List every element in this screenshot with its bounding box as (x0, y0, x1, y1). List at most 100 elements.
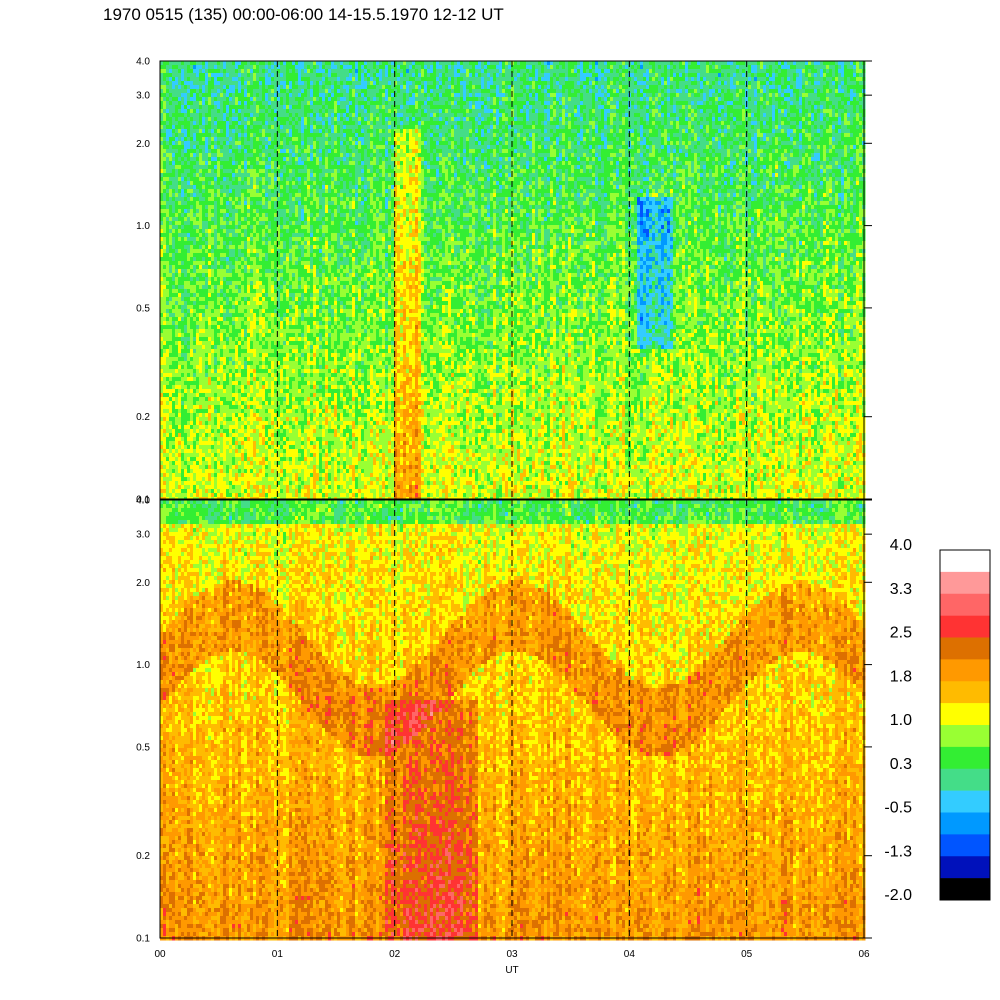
spectrogram-cell (184, 401, 188, 406)
spectrogram-cell (235, 193, 239, 198)
spectrogram-cell (244, 337, 248, 342)
spectrogram-cell (160, 293, 164, 298)
spectrogram-cell (205, 185, 209, 190)
spectrogram-cell (160, 117, 164, 122)
spectrogram-cell (223, 93, 227, 98)
spectrogram-cell (187, 105, 191, 110)
spectrogram-cell (205, 133, 209, 138)
spectrogram-cell (214, 173, 218, 178)
spectrogram-cell (244, 113, 248, 118)
spectrogram-cell (211, 85, 215, 90)
spectrogram-cell (166, 489, 170, 494)
spectrogram-cell (166, 109, 170, 114)
spectrogram-cell (172, 281, 176, 286)
spectrogram-cell (241, 385, 245, 390)
spectrogram-cell (226, 269, 230, 274)
spectrogram-cell (184, 361, 188, 366)
spectrogram-cell (187, 241, 191, 246)
spectrogram-cell (235, 457, 239, 462)
spectrogram-cell (205, 257, 209, 262)
spectrogram-cell (232, 225, 236, 230)
spectrogram-cell (202, 477, 206, 482)
spectrogram-cell (184, 333, 188, 338)
spectrogram-cell (163, 229, 167, 234)
spectrogram-cell (208, 385, 212, 390)
spectrogram-cell (196, 353, 200, 358)
spectrogram-cell (235, 281, 239, 286)
spectrogram-cell (220, 361, 224, 366)
spectrogram-cell (208, 233, 212, 238)
spectrogram-cell (172, 269, 176, 274)
spectrogram-cell (160, 317, 164, 322)
spectrogram-cell (193, 105, 197, 110)
spectrogram-cell (163, 441, 167, 446)
spectrogram-cell (235, 181, 239, 186)
spectrogram-cell (208, 185, 212, 190)
spectrogram-cell (217, 157, 221, 162)
spectrogram-cell (247, 257, 251, 262)
spectrogram-cell (160, 349, 164, 354)
spectrogram-cell (205, 149, 209, 154)
spectrogram-cell (196, 97, 200, 102)
spectrogram-cell (193, 237, 197, 242)
spectrogram-cell (247, 485, 251, 490)
spectrogram-cell (214, 185, 218, 190)
spectrogram-cell (184, 121, 188, 126)
spectrogram-cell (247, 481, 251, 486)
spectrogram-cell (166, 261, 170, 266)
spectrogram-cell (160, 489, 164, 494)
spectrogram-cell (166, 437, 170, 442)
spectrogram-cell (178, 493, 182, 498)
spectrogram-cell (202, 289, 206, 294)
spectrogram-cell (187, 125, 191, 130)
spectrogram-cell (175, 465, 179, 470)
spectrogram-cell (199, 429, 203, 434)
spectrogram-cell (247, 113, 251, 118)
spectrogram-cell (211, 317, 215, 322)
spectrogram-cell (226, 81, 230, 86)
spectrogram-cell (193, 489, 197, 494)
spectrogram-cell (208, 401, 212, 406)
spectrogram-cell (241, 405, 245, 410)
spectrogram-cell (166, 365, 170, 370)
spectrogram-cell (232, 109, 236, 114)
spectrogram-cell (241, 117, 245, 122)
spectrogram-cell (163, 193, 167, 198)
spectrogram-cell (238, 345, 242, 350)
spectrogram-cell (235, 185, 239, 190)
spectrogram-cell (175, 201, 179, 206)
spectrogram-cell (163, 257, 167, 262)
spectrogram-cell (190, 289, 194, 294)
spectrogram-cell (220, 489, 224, 494)
spectrogram-cell (211, 445, 215, 450)
spectrogram-cell (217, 101, 221, 106)
spectrogram-cell (175, 165, 179, 170)
spectrogram-cell (241, 425, 245, 430)
spectrogram-cell (202, 433, 206, 438)
spectrogram-cell (214, 373, 218, 378)
spectrogram-cell (208, 117, 212, 122)
spectrogram-cell (169, 265, 173, 270)
spectrogram-cell (229, 145, 233, 150)
spectrogram-cell (235, 409, 239, 414)
spectrogram-cell (187, 269, 191, 274)
spectrogram-cell (226, 317, 230, 322)
spectrogram-cell (202, 237, 206, 242)
spectrogram-cell (211, 77, 215, 82)
spectrogram-cell (199, 121, 203, 126)
spectrogram-cell (169, 249, 173, 254)
spectrogram-cell (184, 129, 188, 134)
spectrogram-cell (229, 217, 233, 222)
spectrogram-cell (202, 225, 206, 230)
spectrogram-cell (178, 117, 182, 122)
spectrogram-cell (235, 169, 239, 174)
spectrogram-cell (166, 221, 170, 226)
spectrogram-cell (163, 361, 167, 366)
spectrogram-cell (187, 65, 191, 70)
spectrogram-cell (223, 401, 227, 406)
spectrogram-cell (193, 409, 197, 414)
spectrogram-cell (211, 265, 215, 270)
spectrogram-cell (244, 181, 248, 186)
spectrogram-cell (214, 441, 218, 446)
spectrogram-cell (190, 65, 194, 70)
